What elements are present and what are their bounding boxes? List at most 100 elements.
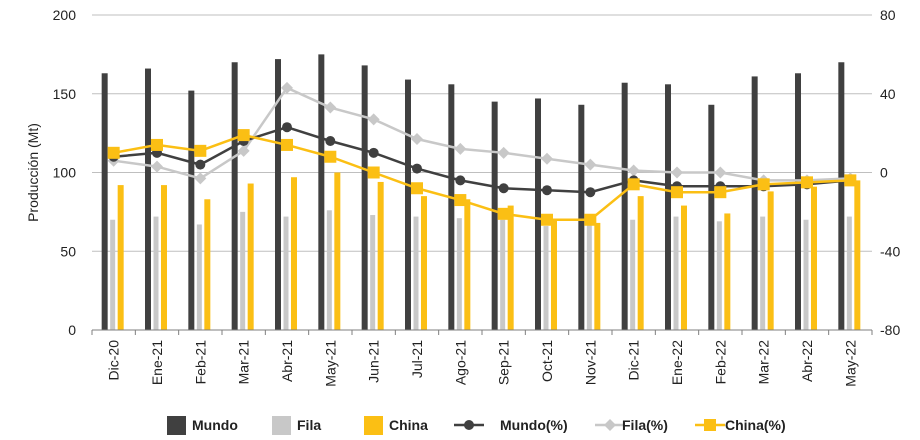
x-tick-label-8: Ago-21 — [452, 340, 468, 385]
bar-mundo-17 — [838, 62, 845, 330]
point-china-pct-10 — [541, 213, 553, 226]
point-fila-pct-9 — [497, 146, 510, 159]
point-fila-pct-13 — [671, 166, 683, 179]
bar-fila-1 — [153, 216, 159, 330]
bar-fila-17 — [846, 216, 852, 330]
point-fila-pct-4 — [281, 81, 293, 94]
point-china-pct-1 — [151, 138, 163, 151]
y2-tick-label-4: 80 — [880, 7, 896, 23]
bar-china-0 — [117, 185, 124, 330]
legend-label-china-pct: China(%) — [725, 417, 786, 433]
point-fila-pct-3 — [237, 144, 250, 157]
bar-fila-13 — [673, 216, 679, 330]
bar-china-3 — [247, 183, 254, 330]
legend-label-china: China — [389, 417, 428, 433]
bar-mundo-12 — [621, 82, 628, 330]
x-axis — [91, 329, 873, 335]
bar-mundo-11 — [578, 104, 585, 331]
point-mundo-pct-6 — [368, 147, 379, 158]
bar-china-8 — [464, 199, 471, 330]
point-china-pct-12 — [627, 178, 640, 191]
x-tick-label-13: Ene-22 — [669, 340, 685, 385]
x-tick-label-0: Dic-20 — [106, 340, 122, 381]
bar-fila-4 — [283, 216, 289, 330]
x-tick-label-2: Feb-21 — [192, 340, 208, 385]
y-axis-right: -80 -40 0 40 80 — [880, 7, 900, 338]
point-mundo-pct-9 — [498, 183, 509, 194]
legend-swatch-china — [364, 416, 383, 435]
bar-china-7 — [421, 196, 427, 330]
y-tick-label-3: 150 — [53, 86, 77, 102]
point-mundo-pct-10 — [542, 185, 552, 196]
point-china-pct-15 — [757, 178, 770, 191]
legend-marker-mundo-pct — [464, 420, 474, 430]
point-china-pct-5 — [324, 150, 337, 163]
point-fila-pct-6 — [367, 113, 380, 126]
point-china-pct-4 — [281, 138, 293, 151]
point-mundo-pct-5 — [325, 136, 336, 146]
bar-fila-0 — [110, 219, 116, 330]
bar-china-15 — [767, 191, 774, 330]
line-marks — [107, 81, 857, 226]
point-fila-pct-1 — [151, 160, 163, 173]
bar-china-10 — [551, 219, 557, 330]
y-tick-label-2: 100 — [53, 165, 77, 181]
y-axis-label: Producción (Mt) — [25, 123, 41, 222]
point-fila-pct-10 — [541, 152, 553, 165]
bar-fila-3 — [240, 211, 246, 330]
bar-china-13 — [681, 205, 687, 330]
bar-mundo-10 — [535, 98, 541, 330]
point-china-pct-8 — [454, 194, 467, 207]
point-china-pct-16 — [801, 176, 813, 189]
y2-tick-label-0: -80 — [880, 322, 900, 338]
bar-fila-9 — [500, 219, 506, 330]
point-china-pct-0 — [107, 146, 120, 159]
x-tick-label-9: Sep-21 — [496, 340, 512, 385]
bar-china-6 — [377, 181, 384, 330]
gridlines — [92, 14, 872, 252]
bar-fila-6 — [370, 215, 376, 330]
bar-china-9 — [507, 205, 514, 330]
bar-mundo-6 — [361, 65, 368, 331]
x-tick-label-7: Jul-21 — [409, 340, 425, 378]
point-fila-pct-8 — [454, 142, 467, 155]
bar-mundo-1 — [145, 68, 151, 331]
line-fila-pct — [113, 86, 851, 182]
bar-china-11 — [594, 222, 601, 330]
legend-swatch-mundo — [167, 416, 186, 435]
x-tick-label-11: Nov-21 — [582, 340, 598, 385]
bar-china-2 — [204, 199, 211, 330]
bar-china-1 — [161, 185, 167, 330]
legend: Mundo Fila China Mundo(%) Fila(%) China(%) — [167, 416, 786, 435]
y-axis-left: 0 50 100 150 200 — [53, 7, 77, 338]
x-tick-label-6: Jun-21 — [366, 340, 382, 383]
point-china-pct-2 — [194, 144, 207, 157]
bar-china-12 — [637, 196, 644, 330]
legend-label-fila-pct: Fila(%) — [622, 417, 668, 433]
point-china-pct-6 — [367, 166, 380, 179]
bar-china-5 — [334, 172, 341, 330]
bar-mundo-3 — [231, 62, 238, 330]
bar-fila-14 — [716, 221, 722, 330]
bar-china-4 — [291, 177, 297, 330]
legend-marker-fila-pct — [604, 419, 616, 431]
bar-mundo-5 — [318, 54, 325, 330]
point-fila-pct-11 — [584, 158, 597, 171]
point-china-pct-11 — [584, 213, 597, 226]
point-mundo-pct-2 — [195, 159, 206, 170]
bar-mundo-0 — [101, 73, 108, 331]
point-fila-pct-5 — [324, 101, 337, 114]
bar-fila-12 — [630, 219, 636, 330]
point-fila-pct-2 — [194, 172, 207, 185]
bar-mundo-14 — [708, 104, 715, 331]
bar-fila-10 — [543, 226, 549, 330]
bar-mundo-7 — [405, 79, 411, 330]
point-china-pct-3 — [237, 129, 250, 142]
x-tick-label-16: Abr-22 — [799, 340, 815, 382]
point-china-pct-9 — [497, 207, 510, 220]
bar-mundo-9 — [491, 101, 498, 330]
y2-tick-label-3: 40 — [880, 86, 896, 102]
bar-mundo-4 — [275, 59, 281, 330]
x-tick-labels: Dic-20 Ene-21 Feb-21 Mar-21 Abr-21 May-21 Jun-… — [106, 340, 859, 387]
